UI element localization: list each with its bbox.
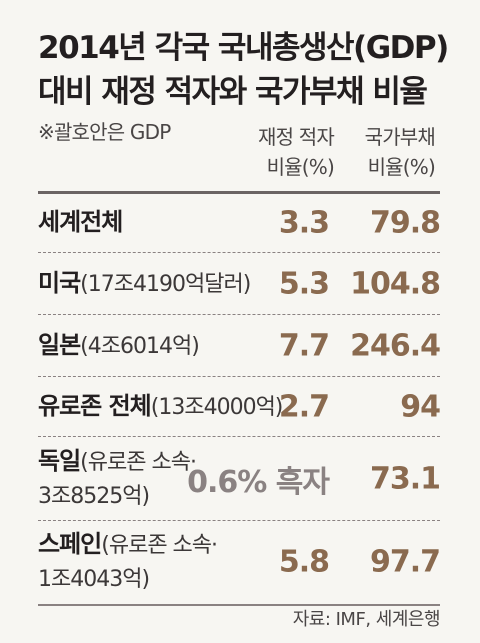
deficit-value: 3.3: [278, 205, 330, 241]
chart-title: 2014년 각국 국내총생산(GDP) 대비 재정 적자와 국가부채 비율: [38, 26, 449, 114]
row-divider: [38, 436, 440, 437]
row-label: 미국(17조4190억달러): [38, 266, 251, 302]
row-label: 스페인(유로존 소속· 1조4043억): [38, 527, 218, 597]
debt-value: 73.1: [369, 461, 441, 497]
row-divider: [38, 252, 440, 253]
debt-value: 104.8: [350, 266, 441, 302]
row-divider: [38, 376, 440, 377]
deficit-value: 5.3: [278, 266, 330, 302]
row-name: 미국: [38, 269, 81, 297]
column-header-debt-line2: 비율(%): [367, 155, 436, 179]
table-row: 미국(17조4190억달러) 5.3 104.8: [38, 253, 441, 315]
footer-divider: [38, 604, 440, 606]
row-label: 독일(유로존 소속· 3조8525억): [38, 444, 197, 514]
column-header-debt-line1: 국가부채: [364, 125, 436, 149]
row-detail: (17조4190억달러): [80, 272, 251, 297]
row-label: 일본(4조6014억): [38, 328, 200, 364]
debt-value: 94: [400, 389, 441, 425]
deficit-value: 5.8: [278, 544, 330, 580]
title-line-2: 대비 재정 적자와 국가부채 비율: [38, 74, 428, 110]
row-detail-line2: 3조8525억): [38, 484, 150, 509]
debt-value: 79.8: [369, 205, 441, 241]
column-header-deficit-line1: 재정 적자: [258, 125, 335, 149]
column-header-debt: 국가부채 비율(%): [364, 122, 436, 182]
table-row: 스페인(유로존 소속· 1조4043억) 5.8 97.7: [38, 521, 441, 603]
column-header-deficit-line2: 비율(%): [266, 155, 335, 179]
header-divider: [38, 191, 440, 194]
source-note: 자료: IMF, 세계은행: [292, 609, 441, 630]
row-detail: (4조6014억): [80, 334, 200, 359]
column-header-deficit: 재정 적자 비율(%): [258, 122, 335, 182]
table-row: 세계전체 3.3 79.8: [38, 193, 441, 253]
table-row: 독일(유로존 소속· 3조8525억) 0.6% 흑자 73.1: [38, 437, 441, 521]
row-name: 유로존 전체: [38, 392, 152, 420]
debt-value: 97.7: [369, 544, 441, 580]
row-name: 독일: [38, 447, 81, 475]
row-detail: (유로존 소속·: [80, 450, 197, 475]
row-name: 일본: [38, 331, 81, 359]
row-divider: [38, 314, 440, 315]
row-detail: (13조4000억): [150, 395, 284, 420]
deficit-value: 2.7: [278, 389, 330, 425]
row-divider: [38, 520, 440, 521]
row-detail-line2: 1조4043억): [38, 567, 150, 592]
row-detail: (유로존 소속·: [101, 533, 218, 558]
row-name: 스페인: [38, 530, 102, 558]
debt-value: 246.4: [350, 328, 441, 364]
surplus-value: 0.6% 흑자: [187, 465, 330, 500]
row-label: 유로존 전체(13조4000억): [38, 389, 284, 425]
table-row: 일본(4조6014억) 7.7 246.4: [38, 315, 441, 377]
deficit-value: 7.7: [278, 328, 330, 364]
row-label: 세계전체: [38, 205, 123, 241]
gdp-note: ※괄호안은 GDP: [38, 120, 171, 144]
row-name: 세계전체: [38, 208, 123, 236]
table-row: 유로존 전체(13조4000억) 2.7 94: [38, 377, 441, 437]
title-line-1: 2014년 각국 국내총생산(GDP): [38, 30, 449, 66]
